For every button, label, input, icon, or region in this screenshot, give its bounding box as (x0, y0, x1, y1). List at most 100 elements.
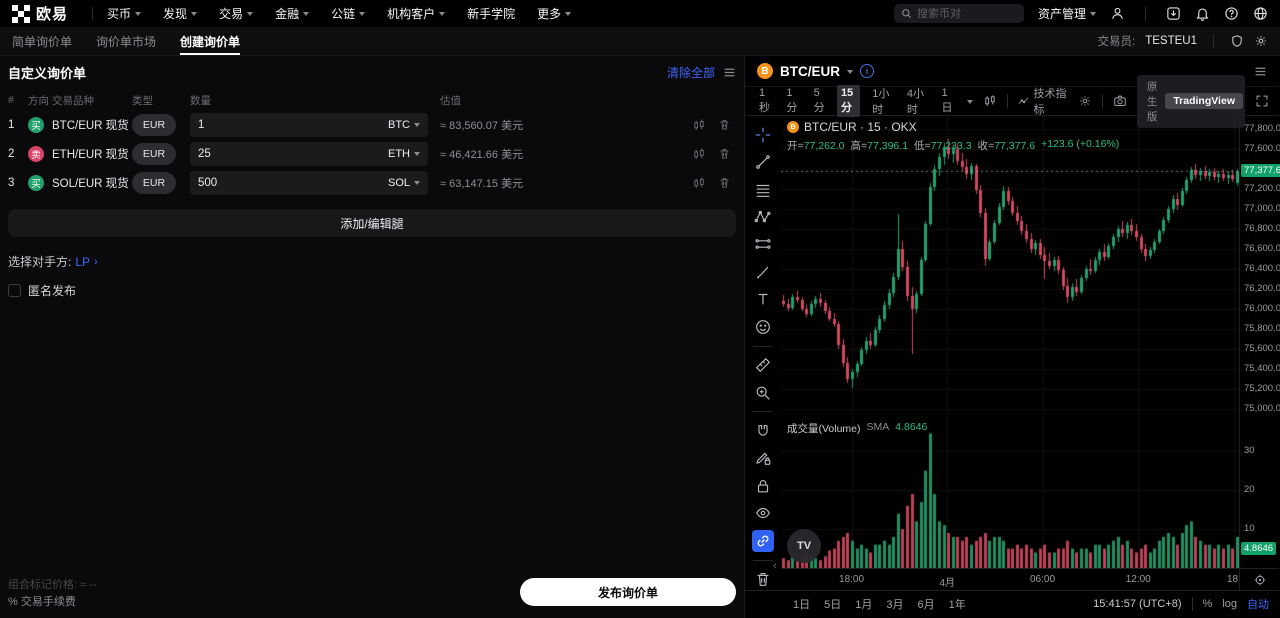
crosshair-icon[interactable] (752, 124, 774, 145)
interval-4小时[interactable]: 4小时 (906, 88, 924, 116)
lock-all-icon[interactable] (752, 475, 774, 496)
type-pill-button[interactable]: EUR (132, 113, 176, 136)
publish-rfq-button[interactable]: 发布询价单 (520, 578, 736, 606)
delete-leg-icon[interactable] (718, 147, 731, 160)
interval-1分[interactable]: 1分 (786, 87, 798, 114)
download-app-icon[interactable] (1166, 6, 1181, 21)
menu-item-1[interactable]: 买币 (107, 5, 142, 22)
edit-lock-icon[interactable] (752, 448, 774, 469)
chevron-right-icon[interactable]: › (94, 255, 98, 268)
range-5日[interactable]: 5日 (824, 598, 842, 611)
candlestick-canvas[interactable] (781, 116, 1239, 568)
range-1日[interactable]: 1日 (793, 598, 811, 611)
chart-settings-gear-icon[interactable] (1078, 94, 1092, 108)
chevron-down-icon (135, 12, 142, 16)
trend-line-icon[interactable] (752, 151, 774, 172)
depth-chart-icon[interactable] (692, 176, 706, 190)
menu-item-2[interactable]: 发现 (163, 5, 198, 22)
delete-icon[interactable] (752, 568, 774, 589)
trader-badge-icon[interactable] (1230, 34, 1244, 48)
unit-dropdown[interactable]: ETH (388, 148, 420, 160)
fib-retracement-icon[interactable] (752, 179, 774, 200)
user-icon[interactable] (1110, 6, 1125, 21)
okx-logo[interactable]: 欧易 (12, 3, 68, 24)
price-axis[interactable]: 77,800.0 77,600.0 77,200.0 77,000.0 76,800.0… (1239, 116, 1280, 568)
fullscreen-icon[interactable] (1255, 94, 1269, 108)
interval-15分[interactable]: 15分 (836, 85, 861, 117)
unit-dropdown[interactable]: SOL (388, 177, 420, 189)
collapse-toolbar-icon[interactable]: ‹ (773, 560, 777, 572)
clear-all-button[interactable]: 清除全部 (666, 65, 715, 80)
tradingview-watermark[interactable]: TV (787, 529, 821, 563)
clock: 15:41:57 (UTC+8) (1093, 597, 1182, 610)
amount-input[interactable]: 1 BTC (190, 112, 428, 137)
row-actions (688, 176, 744, 190)
ruler-icon[interactable] (752, 354, 774, 375)
hide-all-icon[interactable] (752, 503, 774, 524)
brush-icon[interactable] (752, 261, 774, 282)
pair-selector[interactable]: BTC/EUR 现货› (52, 117, 136, 133)
text-icon[interactable] (752, 289, 774, 310)
tab-3[interactable]: 创建询价单 (180, 27, 241, 55)
delete-leg-icon[interactable] (718, 118, 731, 131)
amount-input[interactable]: 25 ETH (190, 141, 428, 166)
projection-icon[interactable] (752, 234, 774, 255)
pair-selector[interactable]: SOL/EUR 现货› (52, 175, 136, 191)
menu-item-6[interactable]: 机构客户 (387, 5, 446, 22)
menu-item-3[interactable]: 交易 (219, 5, 254, 22)
menu-item-4[interactable]: 金融 (275, 5, 310, 22)
range-6月[interactable]: 6月 (917, 598, 935, 611)
amount-input[interactable]: 500 SOL (190, 170, 428, 195)
search-input[interactable] (916, 7, 1017, 20)
interval-5分[interactable]: 5分 (813, 87, 825, 114)
interval-1日[interactable]: 1日 (941, 87, 953, 114)
magnet-icon[interactable] (752, 420, 774, 441)
chart-menu-icon[interactable] (1254, 65, 1267, 78)
time-axis[interactable]: 18:00 4月 06:00 12:00 18: (781, 568, 1241, 590)
menu-item-5[interactable]: 公链 (331, 5, 366, 22)
log-scale-button[interactable]: log (1222, 597, 1237, 610)
depth-chart-icon[interactable] (692, 118, 706, 132)
symbol-selector[interactable]: BTC/EUR (780, 63, 840, 79)
percent-scale-button[interactable]: % (1202, 597, 1213, 610)
candle-style-icon[interactable] (983, 94, 997, 108)
info-icon[interactable]: i (860, 64, 874, 78)
add-edit-legs-button[interactable]: 添加/编辑腿 (8, 209, 736, 237)
settings-gear-icon[interactable] (1254, 34, 1268, 48)
chevron-down-icon[interactable] (847, 69, 853, 74)
pair-selector[interactable]: ETH/EUR 现货› (52, 146, 136, 162)
screenshot-camera-icon[interactable] (1113, 94, 1127, 108)
menu-item-8[interactable]: 更多 (537, 5, 572, 22)
zoom-in-icon[interactable] (752, 382, 774, 403)
crosshair-target-icon[interactable] (1239, 568, 1279, 590)
indicators-button[interactable]: 技术指标 (1018, 85, 1068, 117)
range-1月[interactable]: 1月 (855, 598, 873, 611)
interval-1小时[interactable]: 1小时 (872, 88, 890, 116)
type-pill-button[interactable]: EUR (132, 142, 176, 165)
assets-menu[interactable]: 资产管理 (1038, 5, 1096, 22)
tradingview-button[interactable]: TradingView (1165, 93, 1243, 109)
tab-1[interactable]: 简单询价单 (12, 34, 73, 49)
delete-leg-icon[interactable] (718, 176, 731, 189)
menu-item-7[interactable]: 新手学院 (467, 5, 515, 22)
counterparty-value-link[interactable]: LP (75, 254, 91, 269)
search-box[interactable] (893, 4, 1024, 23)
type-pill-button[interactable]: EUR (132, 171, 176, 194)
language-globe-icon[interactable] (1253, 6, 1268, 21)
notifications-bell-icon[interactable] (1195, 6, 1210, 21)
xabcd-pattern-icon[interactable] (752, 206, 774, 227)
menu-item-label: 金融 (275, 7, 300, 21)
interval-1秒[interactable]: 1秒 (759, 87, 770, 114)
tab-2[interactable]: 询价单市场 (96, 34, 157, 49)
auto-scale-button[interactable]: 自动 (1247, 598, 1269, 611)
unit-dropdown[interactable]: BTC (388, 119, 420, 131)
range-1年[interactable]: 1年 (948, 598, 966, 611)
help-icon[interactable] (1224, 6, 1239, 21)
depth-chart-icon[interactable] (692, 147, 706, 161)
range-3月[interactable]: 3月 (886, 598, 904, 611)
list-menu-icon[interactable] (723, 66, 736, 79)
emoji-icon[interactable] (752, 316, 774, 337)
link-icon[interactable] (752, 530, 774, 552)
interval-more-chevron-icon[interactable] (966, 99, 973, 104)
anonymous-checkbox[interactable] (8, 284, 21, 297)
